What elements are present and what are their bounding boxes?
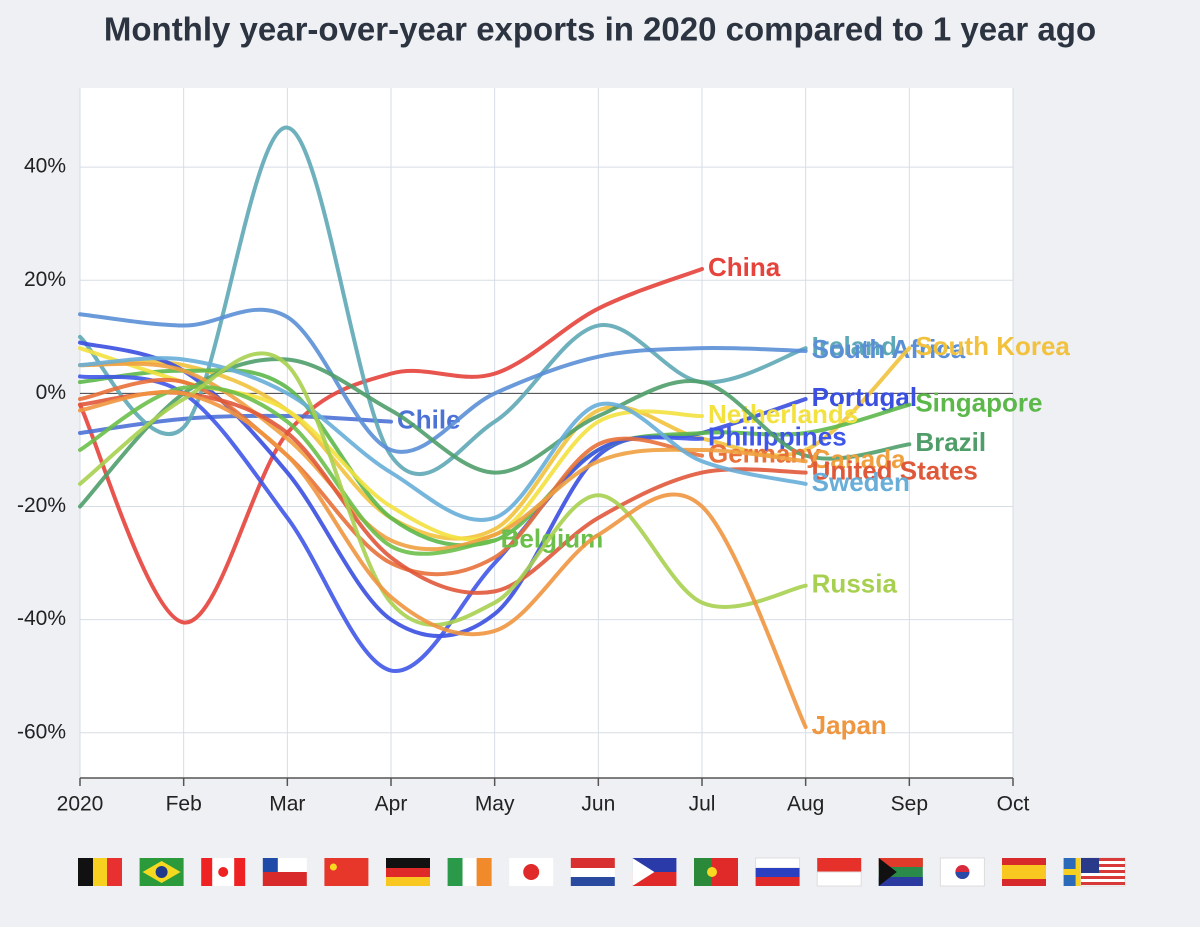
series-label: Japan	[812, 710, 887, 740]
y-tick-label: 0%	[36, 381, 66, 404]
y-tick-label: -40%	[17, 607, 66, 630]
series-label: Ireland	[812, 331, 897, 361]
series-label: Singapore	[915, 388, 1042, 418]
y-tick-label: -20%	[17, 494, 66, 517]
series-label: Russia	[812, 569, 898, 599]
series-label: China	[708, 252, 781, 282]
series-line	[78, 356, 808, 522]
x-tick-label: May	[475, 793, 515, 816]
series-label: Sweden	[812, 467, 910, 497]
x-tick-label: Oct	[997, 793, 1030, 816]
series-label: South Korea	[915, 331, 1070, 361]
series-label: Canada	[812, 444, 906, 474]
x-tick-label: Jul	[689, 793, 716, 816]
x-tick-label: Sep	[891, 793, 928, 816]
series-line	[78, 374, 704, 673]
y-tick-label: 40%	[24, 155, 66, 178]
series-label: South Africa	[812, 334, 966, 364]
x-tick-label: Aug	[787, 793, 824, 816]
plot-area	[80, 88, 1013, 778]
series-line	[78, 384, 497, 556]
series-line	[78, 307, 808, 454]
chart-title: Monthly year-over-year exports in 2020 c…	[104, 11, 1096, 48]
y-tick-label: 20%	[24, 268, 66, 291]
x-tick-label: Apr	[375, 793, 408, 816]
series-label: Netherlands	[708, 399, 858, 429]
flags	[78, 857, 1126, 887]
x-tick-label: 2020	[57, 793, 104, 816]
series-label: Belgium	[501, 523, 604, 553]
series-label: Germany	[708, 438, 821, 468]
y-tick-label: -60%	[17, 720, 66, 743]
series-line	[78, 377, 704, 577]
series-line	[78, 389, 808, 730]
x-tick-label: Jun	[581, 793, 615, 816]
series-label: United States	[812, 455, 978, 485]
series-label: Brazil	[915, 427, 986, 457]
x-tick-label: Mar	[269, 793, 305, 816]
series-line	[78, 346, 912, 541]
x-tick-label: Feb	[166, 793, 202, 816]
